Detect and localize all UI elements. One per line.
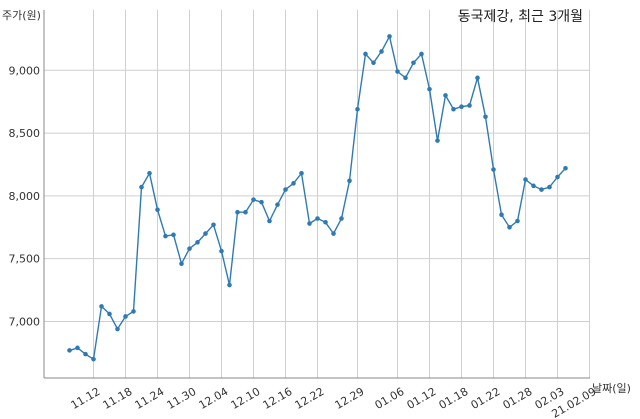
y-tick-label: 8,500 [9, 127, 41, 140]
x-axis-title: 날짜(일) [592, 381, 631, 395]
data-point [203, 231, 208, 236]
x-tick-label: 12.22 [293, 385, 327, 412]
x-tick-label: 01.22 [469, 385, 503, 412]
x-tick-label: 11.18 [101, 385, 135, 412]
x-tick-label: 12.04 [197, 385, 231, 412]
data-point [507, 224, 512, 230]
data-point [459, 104, 464, 110]
data-point [75, 345, 80, 351]
data-point [331, 231, 336, 236]
x-tick-label: 11.30 [165, 385, 199, 412]
data-point [427, 86, 432, 92]
x-tick-label: 12.10 [229, 385, 263, 412]
x-tick-label: 12.29 [333, 385, 367, 412]
data-point [259, 199, 264, 205]
data-point [107, 311, 112, 317]
x-tick-label: 11.12 [69, 385, 103, 412]
data-point [483, 114, 488, 120]
data-point [443, 93, 448, 98]
price-series [67, 34, 568, 362]
data-point [115, 326, 120, 332]
data-point [547, 184, 552, 190]
data-point [219, 248, 224, 254]
x-tick-label: 01.12 [405, 385, 439, 412]
data-point [299, 170, 304, 176]
data-point [251, 197, 256, 202]
data-point [147, 170, 152, 176]
x-tick-label: 01.28 [501, 385, 535, 412]
x-tick-label: 01.06 [373, 385, 407, 412]
data-point [155, 207, 160, 212]
data-point [307, 221, 312, 226]
data-point [411, 60, 416, 66]
data-point [451, 106, 456, 112]
data-point [475, 75, 480, 81]
data-point [91, 356, 96, 362]
data-point [531, 183, 536, 189]
data-point [139, 184, 144, 190]
data-point [99, 304, 104, 309]
y-axis-title: 주가(원) [2, 9, 41, 22]
x-tick-label: 01.18 [437, 385, 471, 412]
data-point [403, 75, 408, 81]
data-point [419, 51, 424, 57]
data-point [131, 309, 136, 314]
y-tick-label: 9,000 [9, 64, 41, 77]
data-point [339, 216, 344, 221]
data-point [323, 219, 328, 225]
chart-title: 동국제강, 최근 3개월 [458, 9, 583, 25]
data-point [315, 216, 320, 221]
gridlines [44, 10, 590, 378]
axes [43, 10, 590, 379]
data-point [163, 233, 168, 239]
data-point [187, 246, 192, 251]
data-point [363, 51, 368, 57]
data-point [171, 232, 176, 238]
data-point [523, 177, 528, 182]
data-point [355, 106, 360, 112]
data-point [267, 218, 272, 224]
tick-labels: 7,000 7,500 8,000 8,500 9,000 11.1211.1811.24… [9, 64, 599, 419]
data-point [283, 187, 288, 192]
data-point [555, 174, 560, 180]
data-point [235, 209, 240, 215]
y-tick-label: 7,500 [9, 253, 41, 266]
data-point [379, 49, 384, 54]
data-point [67, 348, 72, 353]
data-point [563, 165, 568, 171]
data-point [83, 351, 88, 357]
data-point [243, 209, 248, 215]
data-point [371, 60, 376, 66]
data-point [291, 181, 296, 186]
data-point [347, 178, 352, 184]
data-point [123, 314, 128, 319]
data-point [539, 187, 544, 192]
data-point [275, 202, 280, 207]
data-point [435, 138, 440, 143]
data-point [491, 167, 496, 172]
data-point [387, 34, 392, 39]
data-point [395, 69, 400, 74]
data-point [211, 222, 216, 228]
data-point [227, 282, 232, 288]
data-point [179, 261, 184, 267]
data-point [195, 240, 200, 245]
x-tick-label: 12.16 [261, 385, 295, 412]
y-tick-label: 7,000 [9, 315, 41, 328]
data-point [515, 218, 520, 224]
y-tick-label: 8,000 [9, 190, 41, 203]
data-point [467, 103, 472, 108]
x-tick-label: 11.24 [133, 385, 167, 412]
data-point [499, 212, 504, 218]
